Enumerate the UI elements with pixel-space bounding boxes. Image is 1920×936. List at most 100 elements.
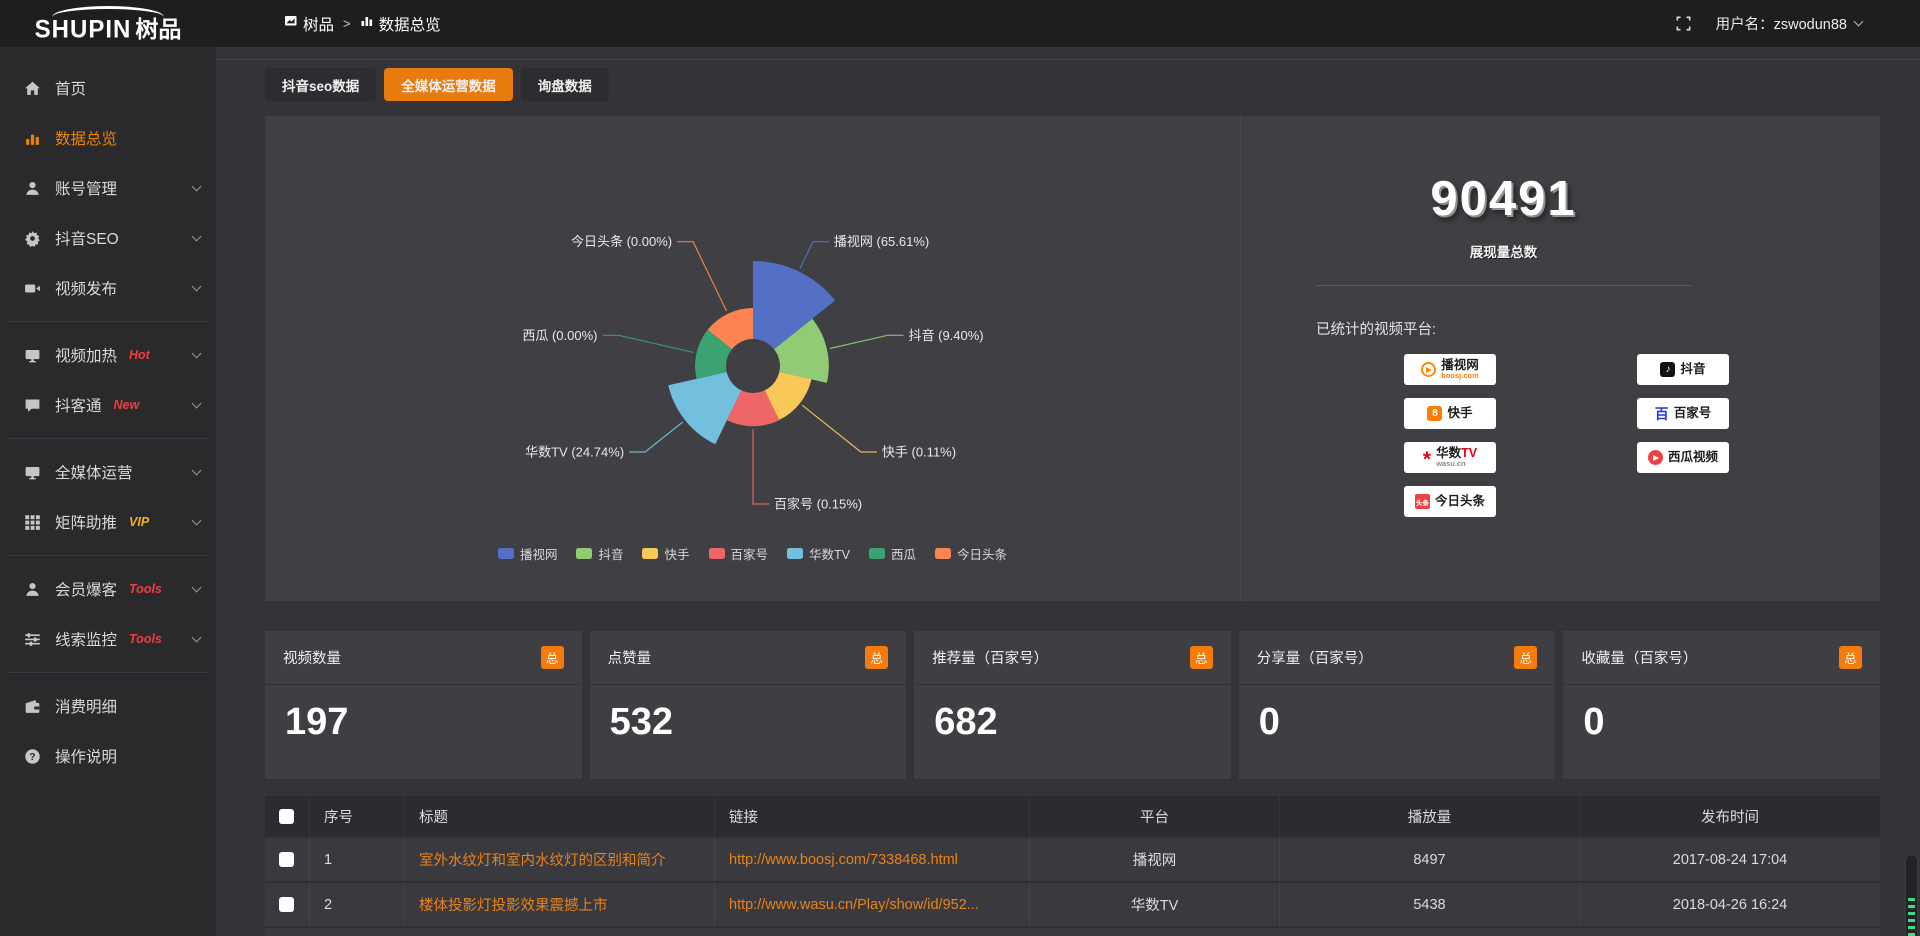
- stat-card-title: 收藏量（百家号）: [1581, 651, 1698, 667]
- pie-label: 今日头条 (0.00%): [571, 234, 672, 249]
- row-checkbox[interactable]: [279, 897, 294, 912]
- sidebar-item-account-manage[interactable]: 账号管理: [0, 163, 216, 213]
- legend-label: 抖音: [598, 548, 624, 562]
- cell-plays: 8497: [1280, 838, 1580, 881]
- breadcrumb: 树品 > 数据总览: [284, 13, 441, 35]
- sidebar-item-matrix-boost[interactable]: 矩阵助推 VIP: [0, 497, 216, 547]
- tab-1[interactable]: 抖音seo数据: [265, 68, 377, 101]
- pie-slice-2[interactable]: [774, 318, 829, 383]
- tab-2[interactable]: 全媒体运营数据: [384, 68, 513, 101]
- stat-card-title: 点赞量: [607, 651, 652, 667]
- sidebar-item-manual[interactable]: ? 操作说明: [0, 731, 216, 781]
- cell-index: 序号: [310, 796, 405, 836]
- row-checkbox[interactable]: [279, 808, 294, 824]
- total-badge: 总: [540, 646, 564, 669]
- pie-slice-5[interactable]: [668, 372, 742, 445]
- legend-item[interactable]: 抖音: [576, 544, 623, 563]
- stat-card-title: 分享量（百家号）: [1256, 651, 1373, 667]
- grid-icon: [24, 514, 41, 531]
- video-title-link[interactable]: 室外水纹灯和室内水纹灯的区别和简介: [419, 853, 666, 869]
- sidebar-item-label: 消费明细: [55, 699, 118, 716]
- stat-card-2: 点赞量 总 532: [589, 631, 907, 779]
- sidebar-item-label: 抖音SEO: [55, 231, 119, 248]
- cell-title: 室外水纹灯和室内水纹灯的区别和简介: [405, 838, 715, 881]
- pie-label: 快手 (0.11%): [882, 445, 956, 460]
- platform-badge-boosj: 播视网 boosj.com: [1404, 354, 1496, 385]
- display-icon: [24, 347, 41, 364]
- sidebar-item-video-publish[interactable]: 视频发布: [0, 263, 216, 313]
- legend-item[interactable]: 百家号: [708, 544, 768, 563]
- sidebar-item-douketong[interactable]: 抖客通 New: [0, 380, 216, 430]
- cell-time: 发布时间: [1701, 809, 1759, 826]
- stat-card-4: 分享量（百家号） 总 0: [1238, 631, 1556, 779]
- platform-name: 快手: [1447, 405, 1473, 420]
- scrollbar-thumb[interactable]: [1905, 854, 1918, 936]
- pie-slice-1[interactable]: [753, 261, 836, 350]
- platform-subtext: boosj.com: [1441, 371, 1479, 381]
- cell-check: [265, 796, 310, 836]
- legend-label: 西瓜: [891, 548, 917, 562]
- sidebar-item-label: 数据总览: [55, 131, 118, 148]
- platform-name: 华数TV wasu.cn: [1436, 446, 1478, 469]
- breadcrumb-current[interactable]: 数据总览: [360, 13, 441, 35]
- stat-card-title: 推荐量（百家号）: [932, 651, 1049, 667]
- tab-3[interactable]: 询盘数据: [520, 68, 609, 101]
- sidebar-item-douyin-seo[interactable]: 抖音SEO: [0, 213, 216, 263]
- sidebar-item-data-overview[interactable]: 数据总览: [0, 113, 216, 163]
- pie-slice-3[interactable]: [764, 372, 812, 420]
- video-url-link[interactable]: http://www.boosj.com/7338468.html: [729, 851, 958, 868]
- sidebar-item-home[interactable]: 首页: [0, 63, 216, 113]
- user-menu[interactable]: 用户名：zswodun88: [1716, 13, 1864, 34]
- cell-platform: 播视网: [1030, 838, 1280, 881]
- breadcrumb-separator: >: [343, 16, 351, 31]
- logo: SHUPIN 树品: [0, 0, 216, 47]
- sidebar-item-label: 抖客通: [55, 398, 102, 415]
- legend-item[interactable]: 西瓜: [869, 544, 916, 563]
- table-header-row: 序号 标题 链接 平台 播放量 发布时间: [265, 796, 1880, 836]
- fullscreen-icon[interactable]: [1675, 15, 1692, 32]
- cell-check: [265, 838, 310, 881]
- platform-name: 抖音: [1680, 361, 1706, 376]
- pie-slice-7[interactable]: [707, 308, 753, 350]
- sidebar-item-video-heat[interactable]: 视频加热 Hot: [0, 330, 216, 380]
- total-impressions-caption: 展现量总数: [1469, 245, 1538, 260]
- platform-badge-wasu: * 华数TV wasu.cn: [1404, 442, 1496, 473]
- sidebar-item-member-burst[interactable]: 会员爆客 Tools: [0, 564, 216, 614]
- video-title-link[interactable]: 楼体投影灯投影效果震撼上市: [419, 898, 608, 914]
- legend-item[interactable]: 华数TV: [787, 544, 850, 563]
- platform-badge-douyin: ♪ 抖音: [1637, 354, 1729, 385]
- legend-item[interactable]: 播视网: [497, 544, 557, 563]
- chevron-down-icon: [191, 582, 202, 593]
- monitor-icon: [24, 464, 41, 481]
- legend-item[interactable]: 快手: [642, 544, 690, 563]
- platform-badge-baijiahao: 百百家号: [1637, 398, 1729, 429]
- sidebar-item-lead-monitor[interactable]: 线索监控 Tools: [0, 614, 216, 664]
- xigua-icon: [1647, 450, 1663, 465]
- platform-name: 百家号: [1673, 405, 1712, 420]
- stat-card-value: 0: [1258, 701, 1280, 743]
- video-table: 序号 标题 链接 平台 播放量 发布时间 1 室外水纹灯和室内水纹灯的区别和简介 http://…: [265, 796, 1880, 936]
- breadcrumb-root[interactable]: 树品: [284, 13, 334, 35]
- video-icon: [24, 280, 41, 297]
- sidebar-item-consume-detail[interactable]: 消费明细: [0, 681, 216, 731]
- row-checkbox[interactable]: [279, 852, 294, 867]
- pie-slice-4[interactable]: [726, 390, 780, 427]
- stat-card-value: 532: [609, 701, 673, 743]
- sidebar-item-tag: Tools: [129, 632, 162, 646]
- video-url-link[interactable]: http://www.wasu.cn/Play/show/id/952...: [729, 896, 979, 913]
- douyin-icon: ♪: [1660, 362, 1676, 377]
- platform-name: 今日头条: [1434, 493, 1485, 508]
- sidebar-item-tag: Hot: [129, 348, 150, 362]
- svg-text:?: ?: [29, 751, 35, 762]
- table-row-clipped: [265, 926, 1880, 936]
- rose-chart-area: 播视网 (65.61%) 抖音 (9.40%) 快手 (0.11%) 百家号 (0.1…: [265, 116, 1240, 601]
- cell-platform: 平台: [1030, 796, 1280, 836]
- legend-item[interactable]: 今日头条: [935, 544, 1007, 563]
- pie-slice-6[interactable]: [695, 329, 732, 379]
- sidebar-item-tag: VIP: [129, 515, 150, 529]
- logo-text-en: SHUPIN: [34, 14, 132, 44]
- sidebar-item-media-operation[interactable]: 全媒体运营: [0, 447, 216, 497]
- chevron-down-icon: [1853, 16, 1864, 27]
- sidebar-item-label: 操作说明: [55, 749, 118, 766]
